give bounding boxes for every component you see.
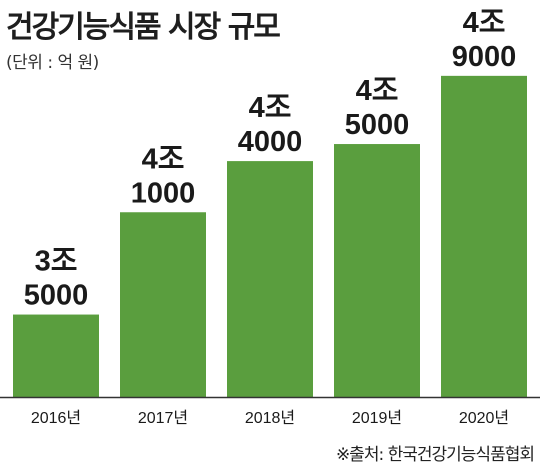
data-label-line2: 5000 — [24, 280, 89, 312]
bar-2018년 — [227, 161, 313, 397]
bar-2019년 — [334, 144, 420, 397]
data-label-line2: 9000 — [452, 41, 517, 73]
x-tick-label: 2016년 — [31, 409, 81, 427]
data-label-line1: 4조 — [356, 75, 399, 107]
x-tick-label: 2019년 — [352, 409, 402, 427]
data-label-line2: 1000 — [131, 177, 196, 209]
chart-title: 건강기능식품 시장 규모 — [6, 10, 281, 45]
source-note: ※출처: 한국건강기능식품협회 — [335, 445, 535, 465]
unit-label: (단위 : 억 원) — [6, 53, 99, 73]
bar-2016년 — [13, 314, 99, 397]
bar-2020년 — [441, 75, 527, 397]
data-label-line2: 5000 — [345, 109, 410, 141]
x-tick-label: 2017년 — [138, 409, 188, 427]
data-label-line1: 4조 — [249, 92, 292, 124]
data-label-line2: 4000 — [238, 126, 303, 158]
x-tick-label: 2018년 — [245, 409, 295, 427]
data-label-line1: 4조 — [142, 143, 185, 175]
x-tick-label: 2020년 — [459, 409, 509, 427]
bar-2017년 — [120, 212, 206, 397]
data-label-line1: 4조 — [463, 7, 506, 39]
data-label-line1: 3조 — [35, 246, 78, 278]
